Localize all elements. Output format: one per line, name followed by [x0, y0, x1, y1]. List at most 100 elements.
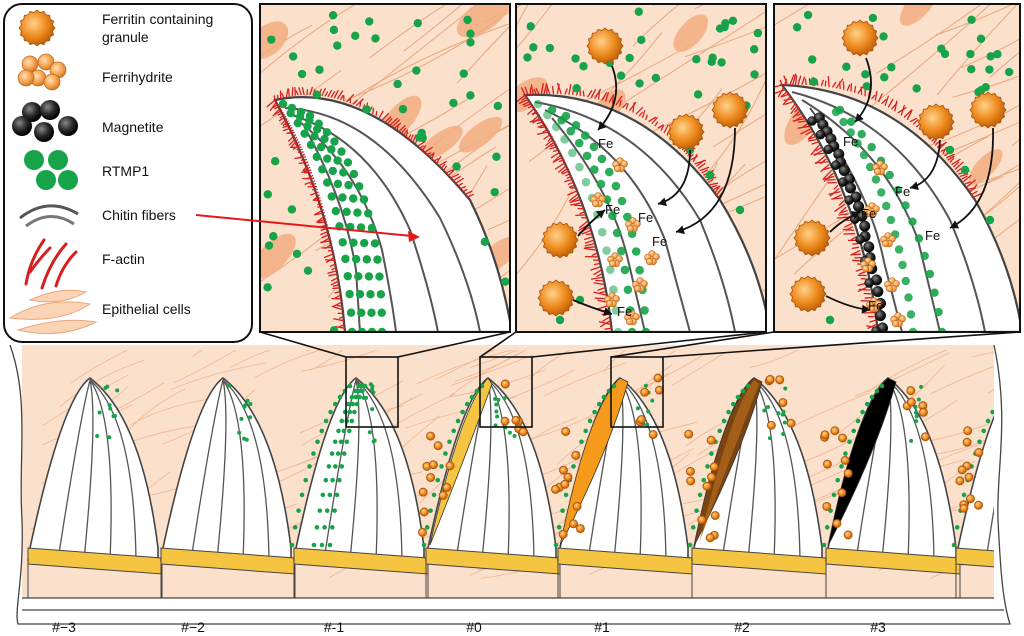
- fe-label: Fe: [652, 234, 667, 249]
- rtmp1-dot: [605, 265, 615, 274]
- epithelial-cell: [8, 301, 92, 320]
- rtmp1-dot: [375, 272, 384, 281]
- rtmp1-dot: [303, 477, 309, 483]
- rtmp1-dot: [914, 234, 924, 243]
- rtmp1-dot: [894, 245, 904, 254]
- ferritin-granule: [418, 487, 428, 497]
- rtmp1-dot: [596, 401, 602, 407]
- ferrihydrite-particle: [17, 69, 35, 87]
- tooth-label: #2: [734, 619, 750, 635]
- ferritin-granule: [974, 447, 984, 458]
- cell-boundary: [632, 4, 681, 47]
- rtmp1-dot: [58, 170, 78, 190]
- f-actin-filament: [591, 252, 598, 256]
- ferrihydrite-cluster: [644, 250, 660, 266]
- f-actin-filament: [833, 184, 839, 190]
- f-actin-filament: [850, 253, 862, 256]
- transport-arrow: [949, 127, 994, 229]
- ferritin-granule: [841, 19, 879, 57]
- fe-label: Fe: [925, 228, 940, 243]
- f-actin-filament: [820, 79, 824, 87]
- rtmp1-dot: [847, 439, 852, 445]
- tooth-body: [955, 415, 994, 565]
- cell-boundary: [866, 350, 948, 393]
- cell-boundary: [713, 113, 766, 148]
- f-actin-filament: [543, 133, 552, 140]
- f-actin-filament: [844, 223, 853, 228]
- rtmp1-dot: [314, 525, 320, 530]
- ferrihydrite-cluster: [864, 202, 880, 218]
- f-actin-filament: [711, 184, 718, 188]
- chitin-fiber: [284, 107, 481, 332]
- rtmp1-dot: [366, 290, 375, 299]
- f-actin-filament: [424, 146, 433, 153]
- mineral-inner: [700, 380, 759, 540]
- epithelial-icon: [8, 289, 98, 335]
- rtmp1-dot: [455, 418, 461, 424]
- rtmp1-dot: [307, 464, 312, 469]
- f-actin-filament: [887, 98, 894, 108]
- rtmp1-dot: [533, 99, 543, 109]
- rtmp1-dot: [332, 439, 338, 445]
- f-actin-filament: [294, 141, 300, 146]
- cell-boundary: [544, 362, 626, 396]
- rtmp1-dot: [327, 145, 336, 154]
- rtmp1-dot: [353, 208, 362, 217]
- f-actin-filament: [331, 305, 344, 311]
- magnetite-particle: [859, 220, 871, 232]
- f-actin-filament: [426, 152, 432, 156]
- cell-boundary: [749, 350, 799, 368]
- magnetite-particle: [844, 195, 854, 205]
- f-actin-filament: [558, 159, 565, 163]
- rtmp1-dot: [365, 17, 374, 26]
- rtmp1-dot: [356, 223, 366, 232]
- ferrihydrite-cluster: [612, 157, 628, 173]
- magnetite-particle: [864, 278, 874, 288]
- rtmp1-dot: [871, 175, 881, 184]
- f-actin-filament: [796, 112, 803, 116]
- f-actin-filament: [859, 271, 866, 275]
- rtmp1-dot: [451, 428, 457, 434]
- strip-tooth: [819, 377, 961, 598]
- f-actin-filament: [553, 154, 563, 162]
- rtmp1-dot: [264, 241, 274, 250]
- rtmp1-dot: [762, 408, 767, 413]
- f-actin-filament: [824, 80, 827, 87]
- cell-boundary: [70, 350, 129, 384]
- rtmp1-dot: [324, 508, 330, 513]
- rtmp1-dot: [551, 122, 561, 132]
- f-actin-filament: [956, 167, 962, 173]
- f-actin-icon: [24, 238, 78, 290]
- rtmp1-dot: [227, 383, 232, 388]
- rtmp1-dot: [609, 285, 618, 294]
- f-actin-filament: [282, 120, 289, 127]
- f-actin-filament: [903, 109, 913, 118]
- cell-boundary: [260, 4, 357, 74]
- rtmp1-dot: [782, 420, 787, 425]
- f-actin-filament: [906, 109, 913, 120]
- rtmp1-dot: [611, 181, 621, 191]
- magnetite-particle: [838, 164, 850, 177]
- ferritin-granule: [511, 415, 521, 425]
- f-actin-filament: [867, 323, 878, 329]
- rtmp1-dot: [269, 232, 278, 241]
- ferritin-granule: [906, 385, 916, 396]
- rtmp1-dot: [579, 62, 588, 71]
- rtmp1-dot: [864, 401, 870, 407]
- rtmp1-dot: [993, 50, 1002, 59]
- f-actin-filament: [272, 109, 283, 117]
- ferritin-granule: [959, 503, 969, 514]
- f-actin-filament: [590, 266, 601, 271]
- rtmp1-dot: [885, 170, 894, 180]
- f-actin-filament: [828, 191, 841, 195]
- rtmp1-dot: [904, 293, 913, 302]
- cell-boundary: [254, 350, 322, 379]
- rtmp1-dot: [339, 464, 345, 469]
- rtmp1-dot: [874, 388, 880, 394]
- tooth-label: #0: [466, 619, 482, 635]
- chitin-fiber: [89, 379, 137, 561]
- ferritin-granule-label: granule: [102, 29, 149, 45]
- rtmp1-dot: [317, 508, 323, 513]
- rtmp1-dot: [306, 140, 316, 150]
- rtmp1-dot: [312, 152, 322, 161]
